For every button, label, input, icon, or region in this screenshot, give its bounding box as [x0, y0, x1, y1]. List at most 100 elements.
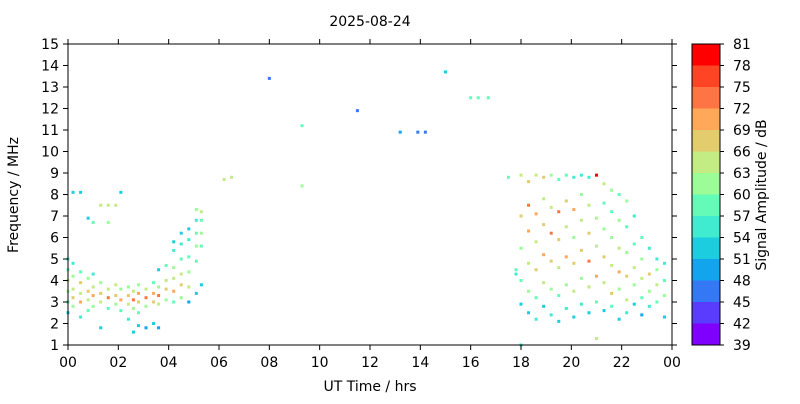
data-point — [119, 287, 123, 291]
data-point — [549, 173, 553, 177]
data-point — [157, 285, 161, 289]
data-point — [152, 291, 156, 295]
data-point — [632, 242, 636, 246]
data-point — [534, 268, 538, 272]
x-tick-label: 12 — [361, 355, 379, 371]
data-point — [542, 281, 546, 285]
data-point — [222, 177, 226, 181]
data-point — [172, 248, 176, 252]
data-point — [86, 309, 90, 313]
y-tick-label: 11 — [41, 123, 59, 139]
data-point — [625, 251, 629, 255]
y-tick-label: 10 — [41, 145, 59, 161]
data-point — [194, 259, 198, 263]
data-point — [300, 124, 304, 128]
data-point — [194, 231, 198, 235]
data-point — [157, 302, 161, 306]
data-point — [469, 96, 473, 100]
data-point — [506, 175, 510, 179]
data-point — [179, 296, 183, 300]
data-point — [549, 259, 553, 263]
data-point — [564, 283, 568, 287]
data-point — [610, 304, 614, 308]
data-point — [152, 322, 156, 325]
data-point — [549, 313, 553, 317]
data-point — [152, 300, 156, 304]
data-point — [144, 326, 148, 330]
data-point — [662, 261, 666, 265]
x-tick-label: 10 — [311, 355, 329, 371]
data-point — [534, 173, 538, 177]
y-tick-label: 14 — [41, 59, 59, 75]
data-point — [86, 216, 90, 220]
data-point — [595, 337, 598, 341]
data-point — [267, 76, 271, 80]
data-point — [136, 283, 140, 287]
data-point — [86, 298, 90, 302]
data-point — [602, 201, 606, 205]
data-point — [194, 244, 198, 248]
y-tick-label: 4 — [50, 274, 59, 290]
data-point — [640, 296, 644, 300]
data-point — [126, 317, 130, 321]
colorbar-band — [692, 302, 720, 324]
data-point — [99, 291, 103, 295]
x-tick-label: 00 — [59, 355, 77, 371]
data-point — [549, 231, 553, 235]
data-point — [164, 287, 168, 291]
data-point — [106, 287, 110, 291]
data-point — [564, 173, 568, 177]
data-point — [398, 130, 402, 134]
data-point — [542, 253, 546, 257]
data-point — [187, 227, 191, 231]
data-point — [549, 287, 553, 291]
data-point — [514, 268, 518, 272]
data-point — [71, 190, 75, 194]
colorbar-band — [692, 44, 720, 66]
data-point — [114, 294, 118, 298]
data-point — [86, 276, 90, 280]
data-point — [106, 203, 110, 207]
data-point — [655, 283, 659, 287]
data-point — [71, 304, 75, 308]
data-point — [114, 203, 118, 207]
data-point — [542, 223, 546, 227]
data-point — [542, 197, 546, 201]
data-point — [640, 236, 644, 239]
data-point — [655, 268, 659, 272]
colorbar-tick-label: 51 — [733, 252, 751, 268]
colorbar-band — [692, 323, 720, 345]
data-point — [131, 289, 135, 293]
data-point — [527, 289, 531, 293]
data-point — [534, 317, 538, 321]
data-point — [194, 291, 198, 295]
x-tick-label: 22 — [613, 355, 631, 371]
data-point — [106, 306, 110, 310]
data-point — [662, 315, 666, 319]
colorbar-tick-label: 72 — [733, 102, 751, 118]
data-point — [99, 326, 103, 330]
data-point — [527, 311, 531, 315]
data-point — [534, 240, 538, 244]
data-point — [617, 218, 621, 222]
data-point — [557, 294, 561, 298]
data-point — [640, 257, 644, 261]
data-point — [199, 231, 203, 235]
x-tick-label: 18 — [512, 355, 530, 371]
data-point — [194, 208, 198, 212]
data-point — [99, 281, 103, 285]
data-point — [91, 272, 95, 276]
colorbar-tick-label: 42 — [733, 317, 751, 333]
data-point — [655, 257, 659, 261]
data-point — [579, 302, 583, 306]
colorbar-tick-label: 48 — [733, 274, 751, 290]
y-axis-label: Frequency / MHz — [6, 137, 22, 253]
data-point — [625, 199, 629, 203]
data-point — [194, 218, 198, 222]
data-point — [99, 203, 103, 207]
data-point — [179, 231, 183, 235]
data-point — [587, 311, 591, 315]
colorbar-band — [692, 216, 720, 238]
x-tick-label: 06 — [210, 355, 228, 371]
x-tick-label: 04 — [160, 355, 178, 371]
